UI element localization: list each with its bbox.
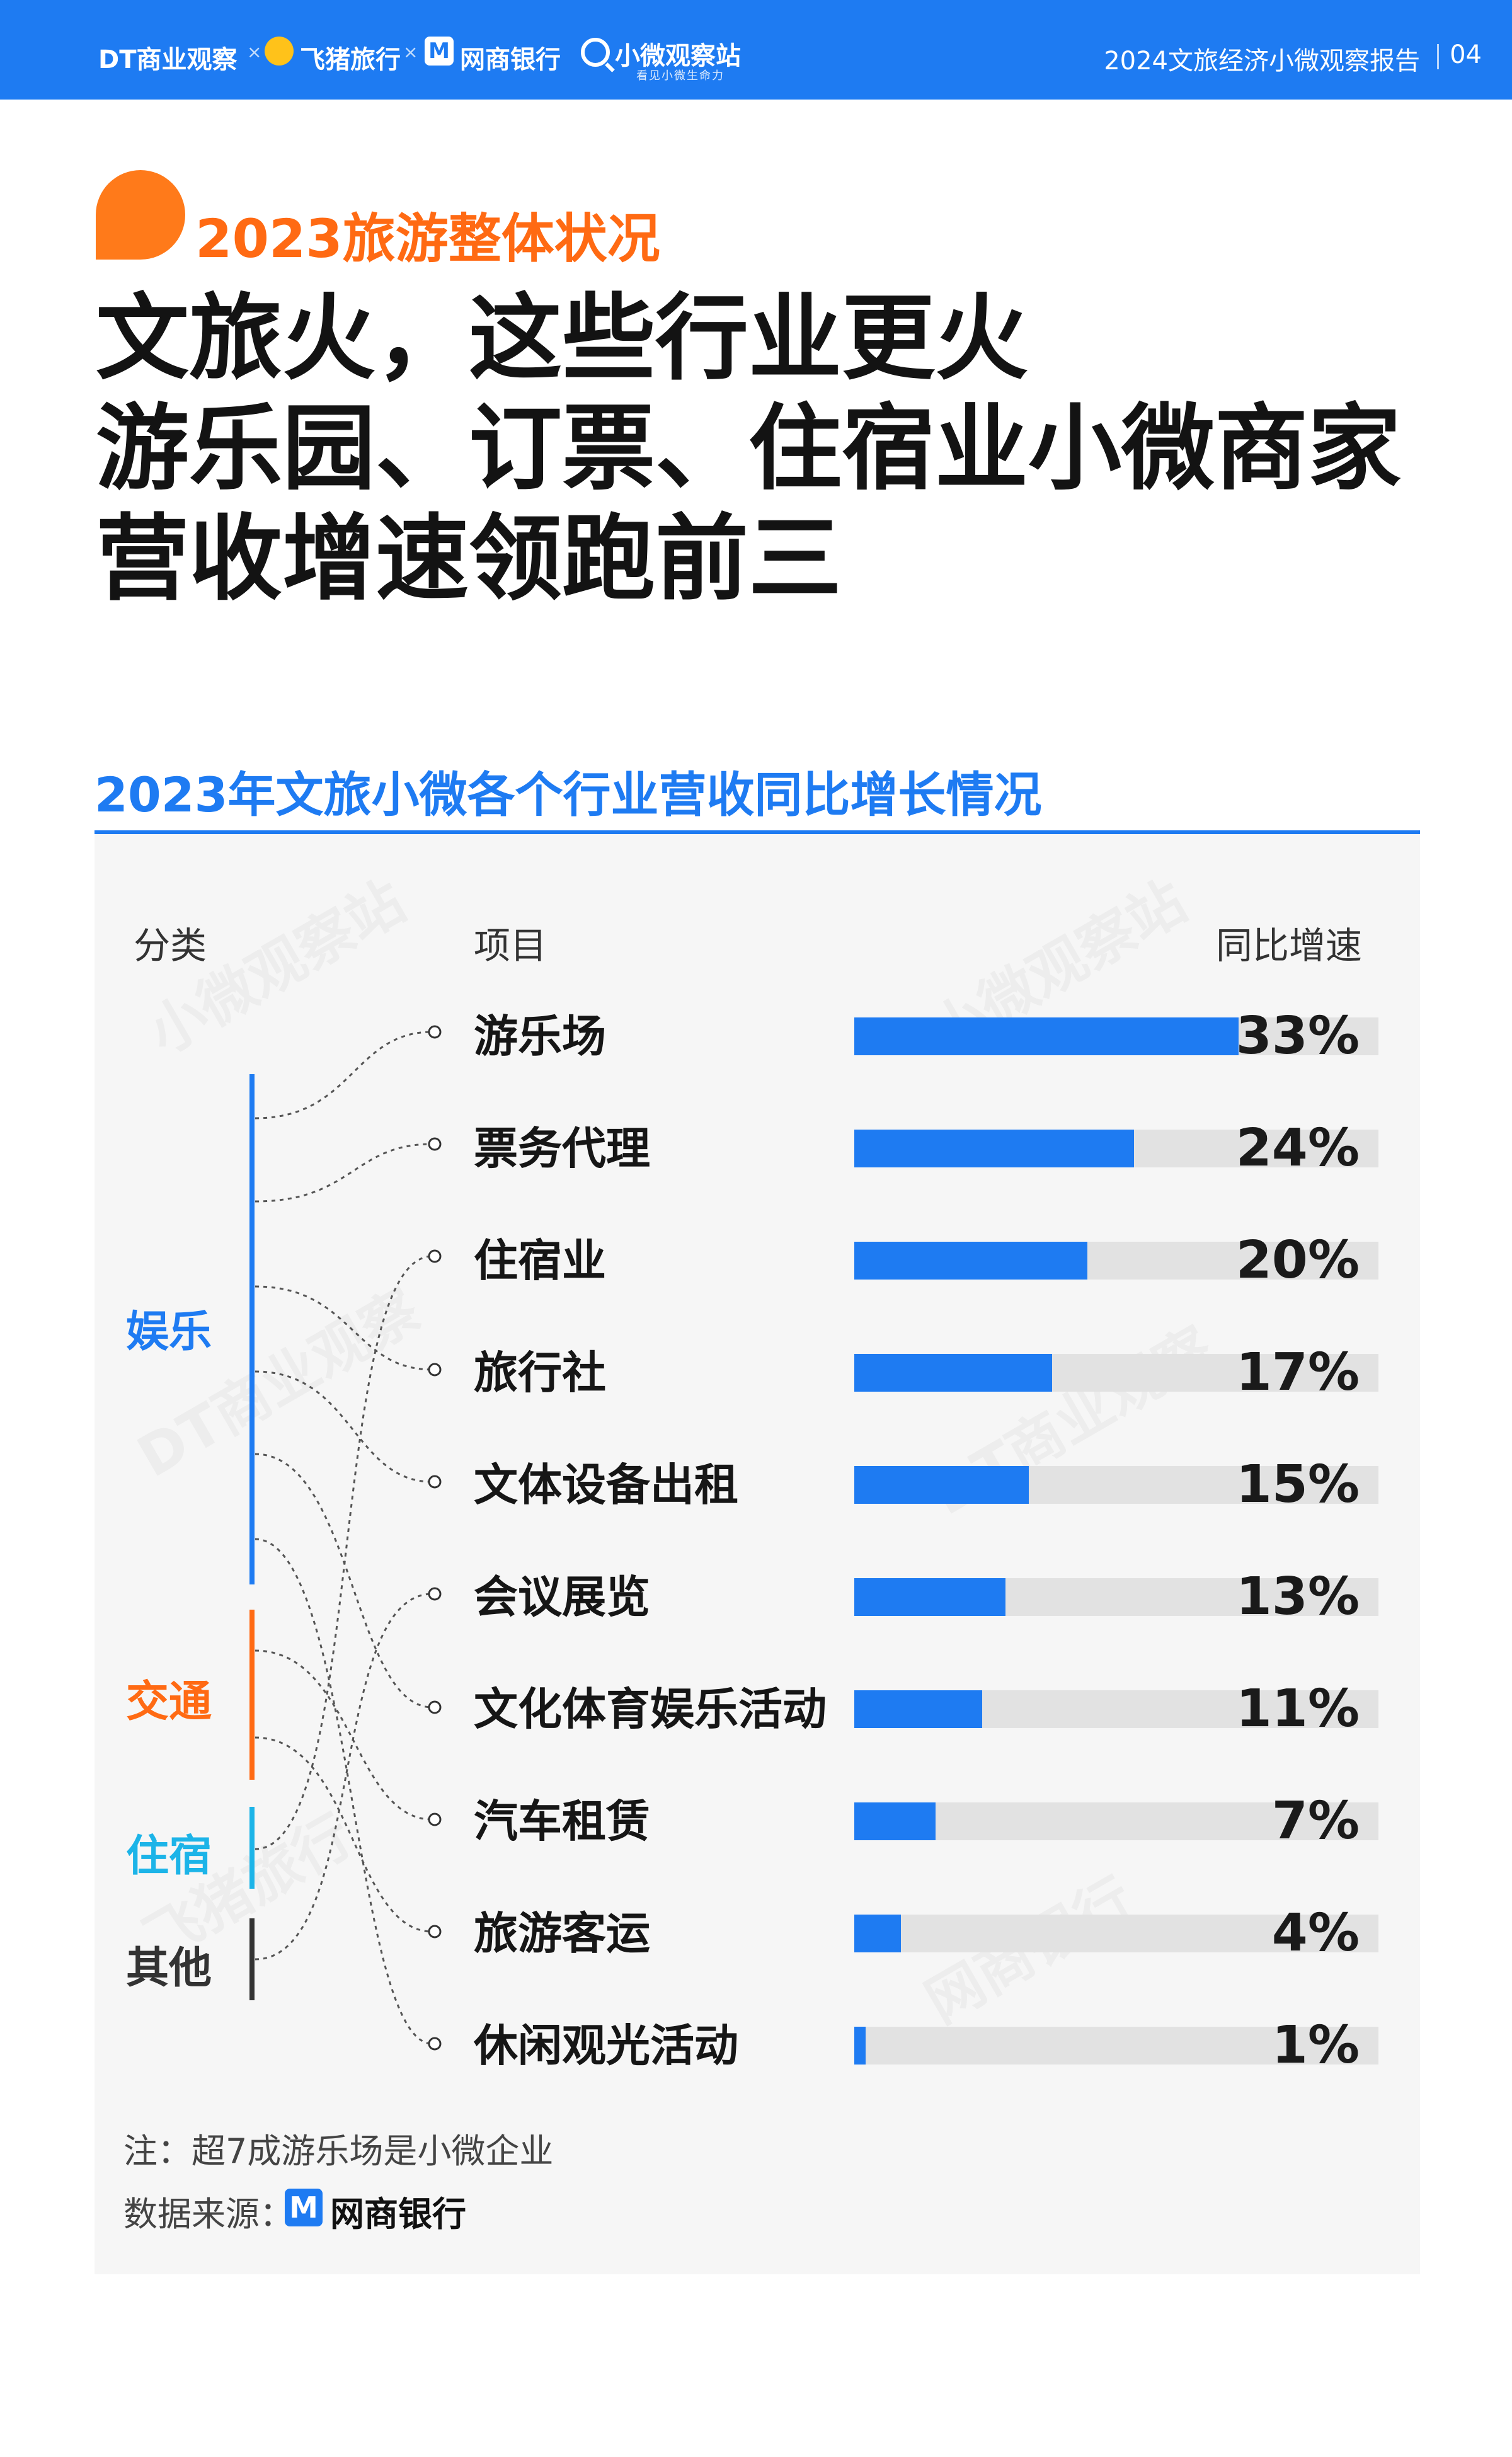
bar-value-label: 17% bbox=[1235, 1343, 1360, 1402]
bar-track: 4% bbox=[854, 1908, 1378, 1959]
bar bbox=[854, 1578, 1005, 1616]
search-icon bbox=[581, 38, 610, 67]
chart-note: 注：超7成游乐场是小微企业 bbox=[123, 2131, 554, 2171]
bar-value-label: 15% bbox=[1235, 1455, 1360, 1515]
bar-label: 会议展览 bbox=[474, 1571, 650, 1623]
bar-track: 20% bbox=[854, 1235, 1378, 1286]
category-label-lodging: 住宿 bbox=[126, 1831, 212, 1881]
bar-label: 文体设备出租 bbox=[474, 1459, 738, 1511]
title-divider bbox=[1437, 44, 1439, 69]
chart-title: 2023年文旅小微各个行业营收同比增长情况 bbox=[94, 767, 1042, 823]
category-label-entertainment: 娱乐 bbox=[126, 1307, 212, 1357]
bar-label: 文化体育娱乐活动 bbox=[474, 1683, 827, 1735]
bar-value-label: 13% bbox=[1235, 1567, 1360, 1627]
section-tag: 2023旅游整体状况 bbox=[195, 208, 660, 270]
bar-track: 1% bbox=[854, 2020, 1378, 2071]
bar-label: 游乐场 bbox=[474, 1011, 606, 1062]
mybank-logo-icon bbox=[425, 37, 454, 66]
bar bbox=[854, 1130, 1134, 1167]
brand-xiaowei-slogan: 看见小微生命力 bbox=[636, 69, 724, 83]
source-name: 网商银行 bbox=[330, 2194, 466, 2234]
category-label-other: 其他 bbox=[126, 1944, 212, 1993]
report-title: 2024文旅经济小微观察报告 bbox=[1104, 47, 1420, 76]
bar-label: 汽车租赁 bbox=[474, 1796, 650, 1847]
bar bbox=[854, 1466, 1029, 1504]
bar-track: 11% bbox=[854, 1683, 1378, 1735]
bar-track: 17% bbox=[854, 1347, 1378, 1399]
headline-line: 文旅火，这些行业更火 bbox=[96, 284, 1028, 392]
brand-mybank: 网商银行 bbox=[460, 45, 561, 74]
brand-dt: DT商业观察 bbox=[98, 45, 238, 74]
bar bbox=[854, 1915, 901, 1952]
bar-value-label: 4% bbox=[1271, 1903, 1360, 1963]
category-bar-lodging bbox=[249, 1807, 255, 1889]
bar bbox=[854, 1354, 1052, 1392]
bar bbox=[854, 1242, 1087, 1280]
brand-xiaowei: 小微观察站 bbox=[615, 42, 741, 71]
bar-value-label: 20% bbox=[1235, 1230, 1360, 1290]
category-bar-other bbox=[249, 1918, 255, 2000]
category-label-transport: 交通 bbox=[126, 1677, 212, 1727]
bar-label: 票务代理 bbox=[474, 1123, 650, 1174]
bar-label: 住宿业 bbox=[474, 1235, 606, 1286]
brand-fliggy: 飞猪旅行 bbox=[300, 45, 401, 74]
bar-track: 13% bbox=[854, 1571, 1378, 1623]
headline-line: 游乐园、订票、住宿业小微商家 bbox=[96, 394, 1401, 503]
column-header-category: 分类 bbox=[134, 924, 207, 967]
bar-value-label: 24% bbox=[1235, 1118, 1360, 1178]
bar-value-label: 11% bbox=[1235, 1679, 1360, 1739]
bar-track: 15% bbox=[854, 1459, 1378, 1511]
column-header-growth: 同比增速 bbox=[1216, 924, 1363, 967]
bar bbox=[854, 1690, 982, 1728]
bar-value-label: 33% bbox=[1235, 1006, 1360, 1066]
bar bbox=[854, 1017, 1239, 1055]
bar-track: 24% bbox=[854, 1123, 1378, 1174]
fliggy-logo-icon bbox=[265, 37, 294, 66]
bar bbox=[854, 2027, 866, 2065]
category-bar-transport bbox=[249, 1610, 255, 1780]
bar bbox=[854, 1802, 936, 1840]
mybank-logo-icon bbox=[285, 2189, 323, 2226]
headline-line: 营收增速领跑前三 bbox=[96, 505, 842, 613]
bar-label: 旅行社 bbox=[474, 1347, 606, 1399]
bar-value-label: 1% bbox=[1271, 2015, 1360, 2075]
bar-label: 旅游客运 bbox=[474, 1908, 650, 1959]
chart-title-rule bbox=[94, 830, 1420, 834]
page-number: 04 bbox=[1450, 40, 1482, 69]
speech-bubble-icon bbox=[96, 170, 185, 260]
category-bar-entertainment bbox=[249, 1074, 255, 1584]
bar-track: 33% bbox=[854, 1011, 1378, 1062]
brand-separator: × bbox=[247, 42, 262, 62]
bar-value-label: 7% bbox=[1271, 1791, 1360, 1851]
source-label: 数据来源： bbox=[123, 2194, 294, 2234]
headline: 文旅火，这些行业更火 游乐园、订票、住宿业小微商家 营收增速领跑前三 bbox=[96, 284, 1401, 614]
brand-separator: × bbox=[403, 42, 418, 62]
bar-label: 休闲观光活动 bbox=[474, 2020, 738, 2071]
bar-track: 7% bbox=[854, 1796, 1378, 1847]
top-banner: DT商业观察 × 飞猪旅行 × 网商银行 小微观察站 看见小微生命力 2024文… bbox=[0, 0, 1512, 100]
column-header-item: 项目 bbox=[474, 924, 547, 967]
